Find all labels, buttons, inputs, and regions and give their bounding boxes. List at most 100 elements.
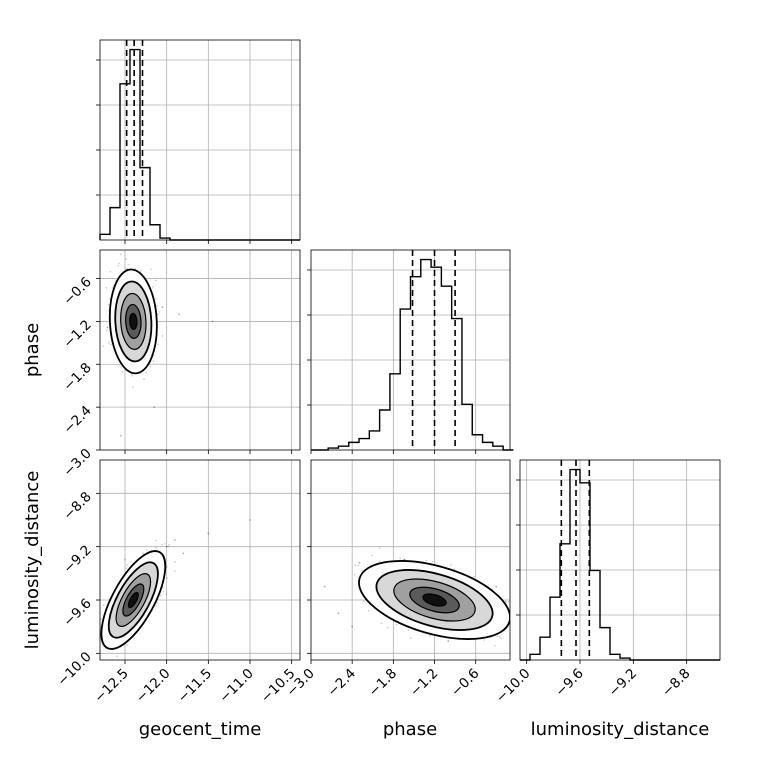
scatter-point [403, 558, 405, 561]
scatter-point [168, 544, 170, 546]
scatter-point [473, 575, 476, 578]
scatter-point [109, 270, 112, 273]
scatter-point [395, 623, 398, 626]
scatter-body [323, 547, 534, 647]
x-tick-label: −11.0 [216, 666, 257, 707]
scatter-point [156, 304, 158, 307]
scatter-point [99, 667, 101, 669]
scatter-point [161, 335, 164, 337]
scatter-point [211, 320, 214, 323]
panel-hist-geocent-time [96, 39, 301, 244]
scatter-point [118, 262, 120, 265]
panel-frame [310, 249, 511, 451]
scatter-point [149, 365, 152, 368]
scatter-point [353, 574, 356, 576]
scatter-point [105, 287, 107, 289]
scatter-point [131, 375, 134, 377]
scatter-point [155, 539, 157, 542]
x-axis-label-geocent-time: geocent_time [139, 719, 262, 740]
scatter-point [409, 637, 412, 639]
x-tick-label: −9.6 [552, 666, 586, 700]
scatter-point [88, 625, 90, 627]
scatter-point [323, 585, 326, 588]
scatter-body [100, 253, 214, 437]
x-tick-label: −12.5 [91, 666, 132, 707]
histogram-steps [311, 258, 514, 451]
scatter-point [165, 593, 168, 595]
x-axis-label-luminosity-distance: luminosity_distance [531, 719, 710, 740]
scatter-point [145, 372, 147, 374]
scatter-point [97, 624, 99, 626]
x-tick-label: −11.5 [175, 666, 216, 707]
scatter-point [453, 568, 456, 570]
scatter-point [150, 268, 152, 271]
y-tick-label: −3.0 [60, 446, 94, 480]
scatter-point [496, 635, 499, 638]
panel-frame [310, 459, 511, 661]
scatter-point [164, 543, 166, 545]
scatter-point [160, 594, 162, 597]
scatter-point [425, 560, 427, 562]
scatter-point [152, 286, 154, 288]
scatter-point [178, 313, 181, 316]
panel-frame [99, 249, 301, 451]
scatter-point [517, 632, 519, 634]
scatter-point [156, 602, 159, 604]
scatter-point [367, 610, 370, 612]
density-contour [127, 591, 139, 609]
scatter-point [386, 626, 389, 629]
panel-frame [99, 459, 301, 661]
scatter-point [399, 557, 401, 559]
scatter-point [117, 264, 119, 267]
scatter-point [505, 601, 508, 603]
scatter-point [102, 345, 104, 347]
scatter-point [351, 625, 354, 628]
scatter-point [337, 612, 340, 615]
scatter-point [157, 313, 159, 316]
scatter-point [532, 604, 534, 606]
scatter-point [106, 329, 108, 332]
scatter-point [495, 585, 498, 588]
scatter-point [380, 622, 383, 625]
x-tick-label: −12.0 [133, 666, 174, 707]
x-tick-label: −2.4 [325, 666, 359, 700]
scatter-point [97, 630, 99, 632]
scatter-point [494, 645, 496, 647]
scatter-point [158, 311, 161, 313]
density-contour [129, 312, 138, 331]
scatter-point [125, 258, 127, 260]
scatter-point [106, 326, 109, 329]
y-axis-label-phase: phase [22, 323, 43, 377]
panel-scatter-distance-vs-phase: −3.0 −2.4 −1.8 −1.2 −0.6 [283, 459, 534, 700]
y-tick-label: −10.0 [54, 649, 95, 690]
scatter-point [154, 298, 157, 300]
density-contour [422, 593, 447, 607]
scatter-point [161, 543, 163, 546]
scatter-point [500, 637, 502, 639]
panel-hist-phase [307, 249, 514, 454]
scatter-point [130, 561, 132, 563]
scatter-point [403, 558, 406, 561]
y-axis-label-luminosity-distance: luminosity_distance [22, 471, 43, 650]
scatter-point [182, 552, 185, 555]
scatter-point [174, 570, 176, 572]
scatter-point [140, 270, 142, 272]
scatter-point [107, 303, 110, 306]
panel-hist-luminosity-distance: −10.0 −9.6 −9.2 −8.8 [493, 459, 721, 706]
panel-scatter-phase-vs-geocent-time: −3.0 −2.4 −1.8 −1.2 −0.6 [60, 249, 301, 480]
scatter-point [124, 558, 126, 561]
scatter-point [152, 360, 155, 362]
scatter-point [119, 434, 122, 437]
scatter-point [357, 564, 360, 567]
scatter-point [504, 600, 507, 603]
scatter-point [354, 564, 357, 567]
scatter-point [174, 539, 176, 541]
scatter-point [106, 326, 109, 329]
scatter-point [165, 545, 168, 548]
scatter-point [447, 639, 450, 642]
histogram-steps [520, 468, 720, 661]
x-axis-label-phase: phase [383, 719, 437, 740]
scatter-point [358, 562, 361, 564]
scatter-point [121, 371, 124, 373]
